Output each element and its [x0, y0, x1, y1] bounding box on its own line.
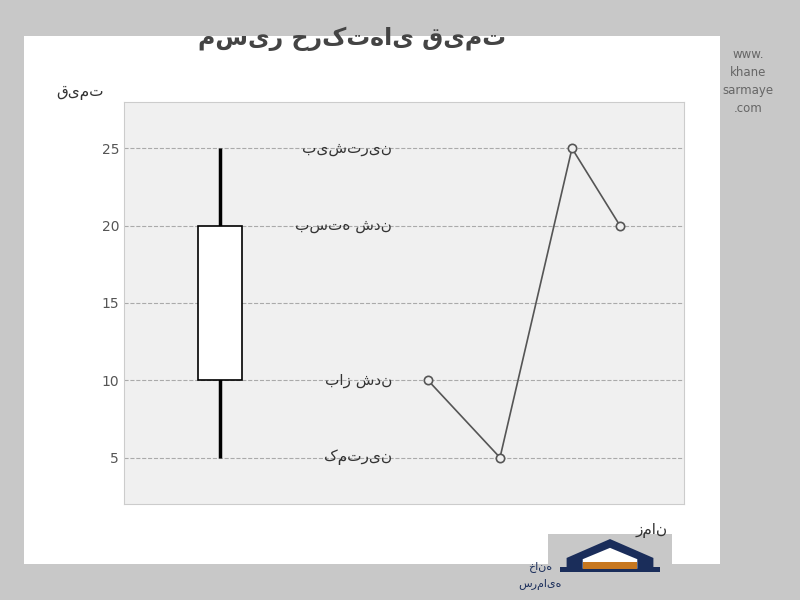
Text: www.
khane
sarmaye
.com: www. khane sarmaye .com	[722, 48, 774, 115]
Bar	[582, 562, 638, 569]
Text: کمترین: کمترین	[324, 450, 392, 466]
Text: مسیر حرکت‌های قیمت: مسیر حرکت‌های قیمت	[198, 27, 506, 51]
Text: زمان: زمان	[636, 523, 668, 539]
Text: بیش‌ترین: بیش‌ترین	[302, 141, 392, 156]
Bar	[198, 226, 242, 380]
Polygon shape	[582, 548, 638, 569]
Text: سرمایه: سرمایه	[518, 580, 562, 590]
Text: خانه: خانه	[528, 562, 552, 572]
Text: بسته شدن: بسته شدن	[295, 218, 392, 233]
Bar	[560, 568, 660, 572]
Polygon shape	[566, 539, 654, 569]
Text: باز شدن: باز شدن	[325, 373, 392, 388]
Text: قیمت: قیمت	[56, 85, 104, 100]
